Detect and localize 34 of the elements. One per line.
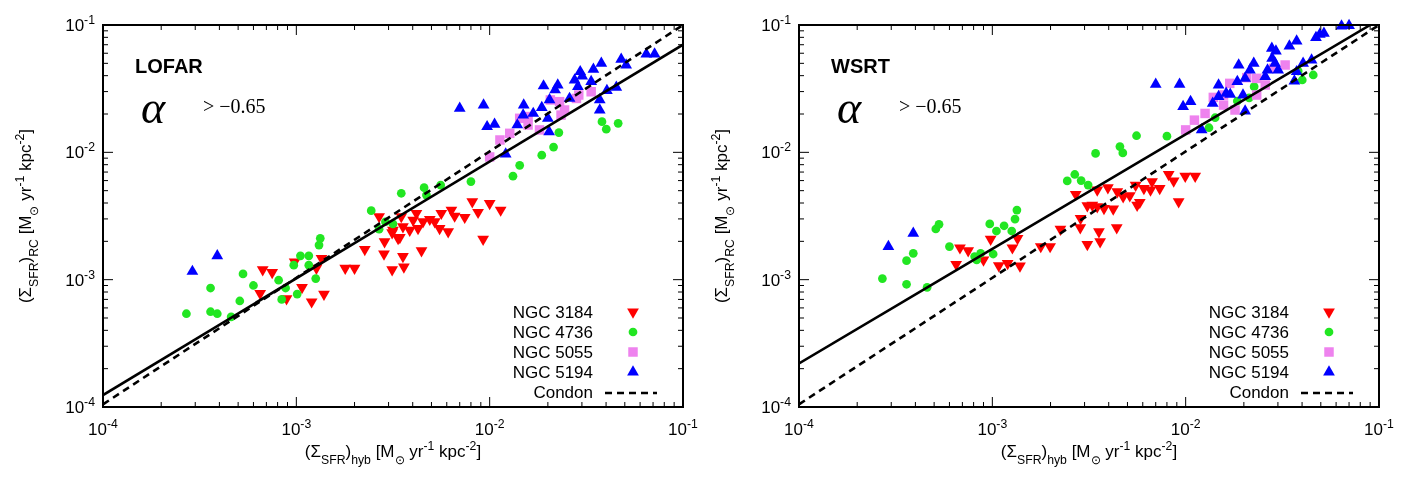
x-tick-label: 10$^{-4}$ <box>784 417 815 439</box>
y-tick-label: 10$^{-1}$ <box>761 13 792 35</box>
x-tick-label: 10$^{-2}$ <box>1170 417 1201 439</box>
legend-label: NGC 5194 <box>1208 363 1289 382</box>
legend-label: NGC 4736 <box>1208 323 1289 342</box>
text: (Σ$_{SFR}$)$_{hyb}$ [M$_{⊙}$ yr$^{-1}$ kpc$^{-2}$] <box>1000 439 1178 467</box>
annotation: > −0.65 <box>203 95 266 117</box>
text: (Σ$_{SFR}$)$_{hyb}$ [M$_{⊙}$ yr$^{-1}$ kpc$^{-2}$] <box>304 439 482 467</box>
x-tick-label: 10$^{-1}$ <box>1364 417 1395 439</box>
x-tick-label: 10$^{-1}$ <box>668 417 699 439</box>
y-tick-label: 10$^{-4}$ <box>761 395 792 417</box>
legend-label: NGC 5194 <box>512 363 593 382</box>
x-tick-label: 10$^{-4}$ <box>88 417 119 439</box>
annotation: > −0.65 <box>899 95 962 117</box>
legend-label: Condon <box>1229 383 1289 402</box>
legend-label: NGC 3184 <box>1208 303 1289 322</box>
legend-label: NGC 5055 <box>1208 343 1289 362</box>
legend-label: Condon <box>533 383 593 402</box>
annotation: α <box>837 82 862 133</box>
legend-label: NGC 3184 <box>512 303 593 322</box>
annotation: WSRT <box>831 55 890 77</box>
y-tick-label: 10$^{-4}$ <box>65 395 96 417</box>
y-tick-label: 10$^{-3}$ <box>761 267 792 290</box>
legend-label: NGC 4736 <box>512 323 593 342</box>
x-tick-label: 10$^{-3}$ <box>281 417 312 439</box>
legend-label: NGC 5055 <box>512 343 593 362</box>
x-tick-label: 10$^{-3}$ <box>977 417 1008 439</box>
y-tick-label: 10$^{-2}$ <box>761 140 792 163</box>
x-tick-label: 10$^{-2}$ <box>474 417 505 439</box>
y-tick-label: 10$^{-1}$ <box>65 13 96 35</box>
annotation: α <box>141 82 166 133</box>
y-tick-label: 10$^{-2}$ <box>65 140 96 163</box>
y-tick-label: 10$^{-3}$ <box>65 267 96 290</box>
annotation: LOFAR <box>135 55 204 77</box>
